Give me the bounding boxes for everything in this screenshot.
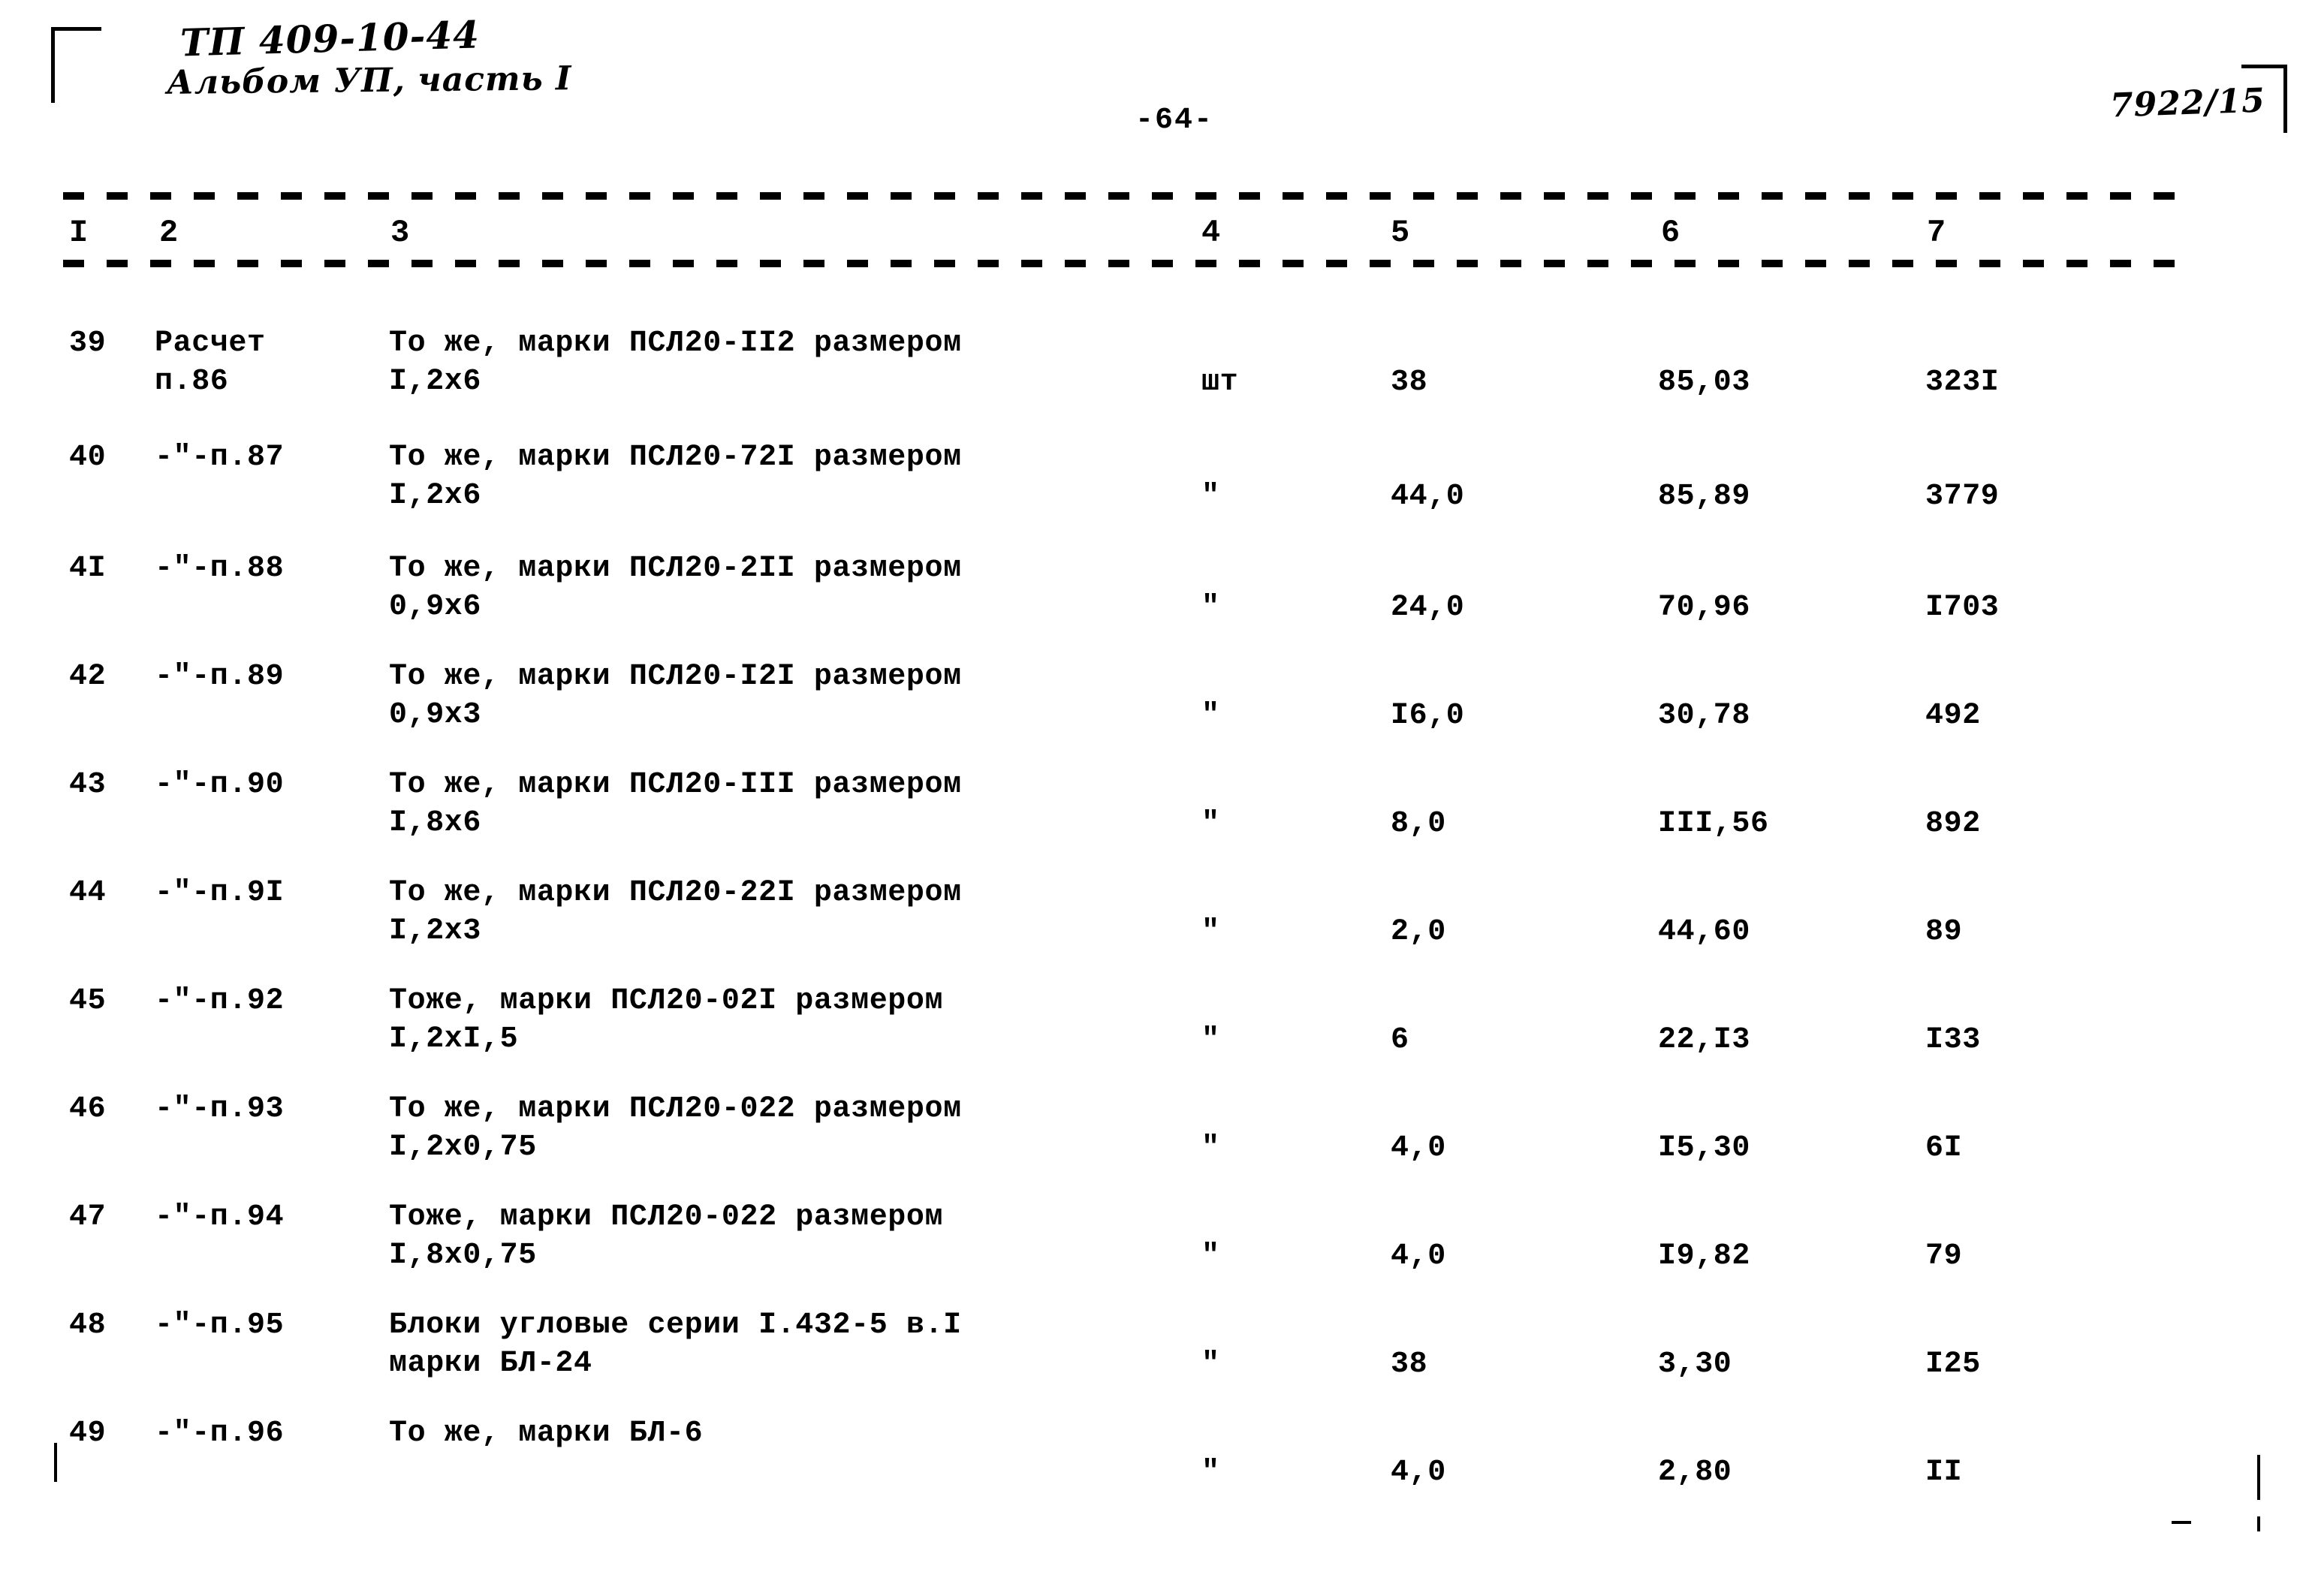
cell-total-sum: 89 — [1925, 915, 1963, 949]
cell-row-number: 43 — [69, 768, 107, 802]
column-header-6: 6 — [1661, 215, 1681, 251]
cell-quantity: 24,0 — [1391, 591, 1465, 625]
cell-row-number: 40 — [69, 441, 107, 474]
cell-item-name: Тоже, марки ПСЛ20-02I размером I,2хI,5 — [389, 984, 944, 1057]
cell-row-number: 4I — [69, 552, 107, 586]
handwritten-document-code: ТП 409-10-44 — [179, 12, 481, 65]
cell-unit: " — [1201, 807, 1220, 841]
column-header-3: 3 — [390, 215, 410, 251]
cell-row-number: 42 — [69, 660, 107, 694]
cell-total-sum: 79 — [1925, 1239, 1963, 1273]
cell-quantity: 38 — [1391, 366, 1428, 399]
cell-row-number: 44 — [69, 876, 107, 910]
cell-justification: -"-п.92 — [155, 984, 285, 1018]
column-header-5: 5 — [1391, 215, 1410, 251]
cell-unit-price: 3,30 — [1658, 1348, 1732, 1381]
cell-row-number: 45 — [69, 984, 107, 1018]
cell-total-sum: I25 — [1925, 1348, 1981, 1381]
corner-bracket-top-left — [51, 27, 101, 103]
cell-unit: шт — [1201, 366, 1239, 399]
cell-quantity: I6,0 — [1391, 699, 1465, 733]
cell-justification: -"-п.93 — [155, 1092, 285, 1126]
cell-total-sum: 892 — [1925, 807, 1981, 841]
cell-justification: -"-п.96 — [155, 1417, 285, 1450]
column-header-4: 4 — [1201, 215, 1221, 251]
margin-tick-bottom-left — [54, 1443, 57, 1482]
cell-justification: -"-п.95 — [155, 1308, 285, 1342]
cell-row-number: 48 — [69, 1308, 107, 1342]
cell-justification: -"-п.9I — [155, 876, 285, 910]
cell-justification: -"-п.89 — [155, 660, 285, 694]
cell-quantity: 4,0 — [1391, 1456, 1446, 1489]
cell-unit-price: III,56 — [1658, 807, 1769, 841]
cell-row-number: 49 — [69, 1417, 107, 1450]
cell-unit-price: 85,89 — [1658, 480, 1751, 513]
cell-unit: " — [1201, 699, 1220, 733]
cell-unit-price: 85,03 — [1658, 366, 1751, 399]
column-header-7: 7 — [1927, 215, 1946, 251]
table-rule-bottom — [63, 260, 2178, 267]
cell-unit-price: 22,I3 — [1658, 1023, 1751, 1057]
cell-quantity: 8,0 — [1391, 807, 1446, 841]
cell-total-sum: I33 — [1925, 1023, 1981, 1057]
cell-unit: " — [1201, 1348, 1220, 1381]
cell-justification: -"-п.88 — [155, 552, 285, 586]
handwritten-album-label: Альбом УП, часть I — [166, 59, 572, 102]
page-number: -64- — [1135, 104, 1214, 137]
cell-quantity: 4,0 — [1391, 1239, 1446, 1273]
cell-justification: -"-п.87 — [155, 441, 285, 474]
margin-tick-bottom-right-lower — [2257, 1516, 2260, 1531]
cell-item-name: То же, марки ПСЛ20-72I размером I,2х6 — [389, 441, 962, 513]
cell-total-sum: 6I — [1925, 1131, 1963, 1165]
cell-quantity: 38 — [1391, 1348, 1428, 1381]
cell-unit: " — [1201, 1131, 1220, 1165]
cell-item-name: То же, марки ПСЛ20-II2 размером I,2х6 — [389, 327, 962, 399]
cell-total-sum: 323I — [1925, 366, 2000, 399]
cell-unit-price: 44,60 — [1658, 915, 1751, 949]
margin-dash-bottom-right — [2172, 1521, 2191, 1524]
cell-item-name: То же, марки ПСЛ20-I2I размером 0,9х3 — [389, 660, 962, 733]
cell-unit-price: 70,96 — [1658, 591, 1751, 625]
cell-total-sum: II — [1925, 1456, 1963, 1489]
cell-total-sum: 492 — [1925, 699, 1981, 733]
cell-quantity: 4,0 — [1391, 1131, 1446, 1165]
cell-item-name: Тоже, марки ПСЛ20-022 размером I,8х0,75 — [389, 1200, 944, 1273]
column-header-1: I — [69, 215, 89, 251]
handwritten-archive-stamp: 7922/15 — [2109, 81, 2266, 125]
cell-unit-price: I9,82 — [1658, 1239, 1751, 1273]
cell-justification: -"-п.90 — [155, 768, 285, 802]
cell-row-number: 39 — [69, 327, 107, 360]
cell-justification: Расчет п.86 — [155, 327, 266, 399]
column-header-2: 2 — [159, 215, 179, 251]
cell-total-sum: I703 — [1925, 591, 2000, 625]
corner-bracket-top-right — [2241, 65, 2287, 133]
cell-quantity: 6 — [1391, 1023, 1409, 1057]
cell-unit-price: I5,30 — [1658, 1131, 1751, 1165]
cell-item-name: Блоки угловые серии I.432-5 в.I марки БЛ… — [389, 1308, 962, 1381]
cell-justification: -"-п.94 — [155, 1200, 285, 1234]
cell-unit: " — [1201, 591, 1220, 625]
cell-item-name: То же, марки ПСЛ20-2II размером 0,9х6 — [389, 552, 962, 625]
cell-item-name: То же, марки ПСЛ20-22I размером I,2х3 — [389, 876, 962, 949]
cell-unit-price: 30,78 — [1658, 699, 1751, 733]
cell-unit-price: 2,80 — [1658, 1456, 1732, 1489]
cell-unit: " — [1201, 1239, 1220, 1273]
cell-row-number: 47 — [69, 1200, 107, 1234]
cell-unit: " — [1201, 1023, 1220, 1057]
cell-row-number: 46 — [69, 1092, 107, 1126]
cell-unit: " — [1201, 1456, 1220, 1489]
cell-item-name: То же, марки ПСЛ20-III размером I,8х6 — [389, 768, 962, 841]
cell-total-sum: 3779 — [1925, 480, 2000, 513]
cell-unit: " — [1201, 480, 1220, 513]
cell-quantity: 2,0 — [1391, 915, 1446, 949]
table-rule-top — [63, 192, 2178, 200]
cell-item-name: То же, марки ПСЛ20-022 размером I,2х0,75 — [389, 1092, 962, 1165]
cell-unit: " — [1201, 915, 1220, 949]
cell-quantity: 44,0 — [1391, 480, 1465, 513]
margin-tick-bottom-right — [2257, 1455, 2260, 1500]
cell-item-name: То же, марки БЛ-6 — [389, 1417, 704, 1450]
